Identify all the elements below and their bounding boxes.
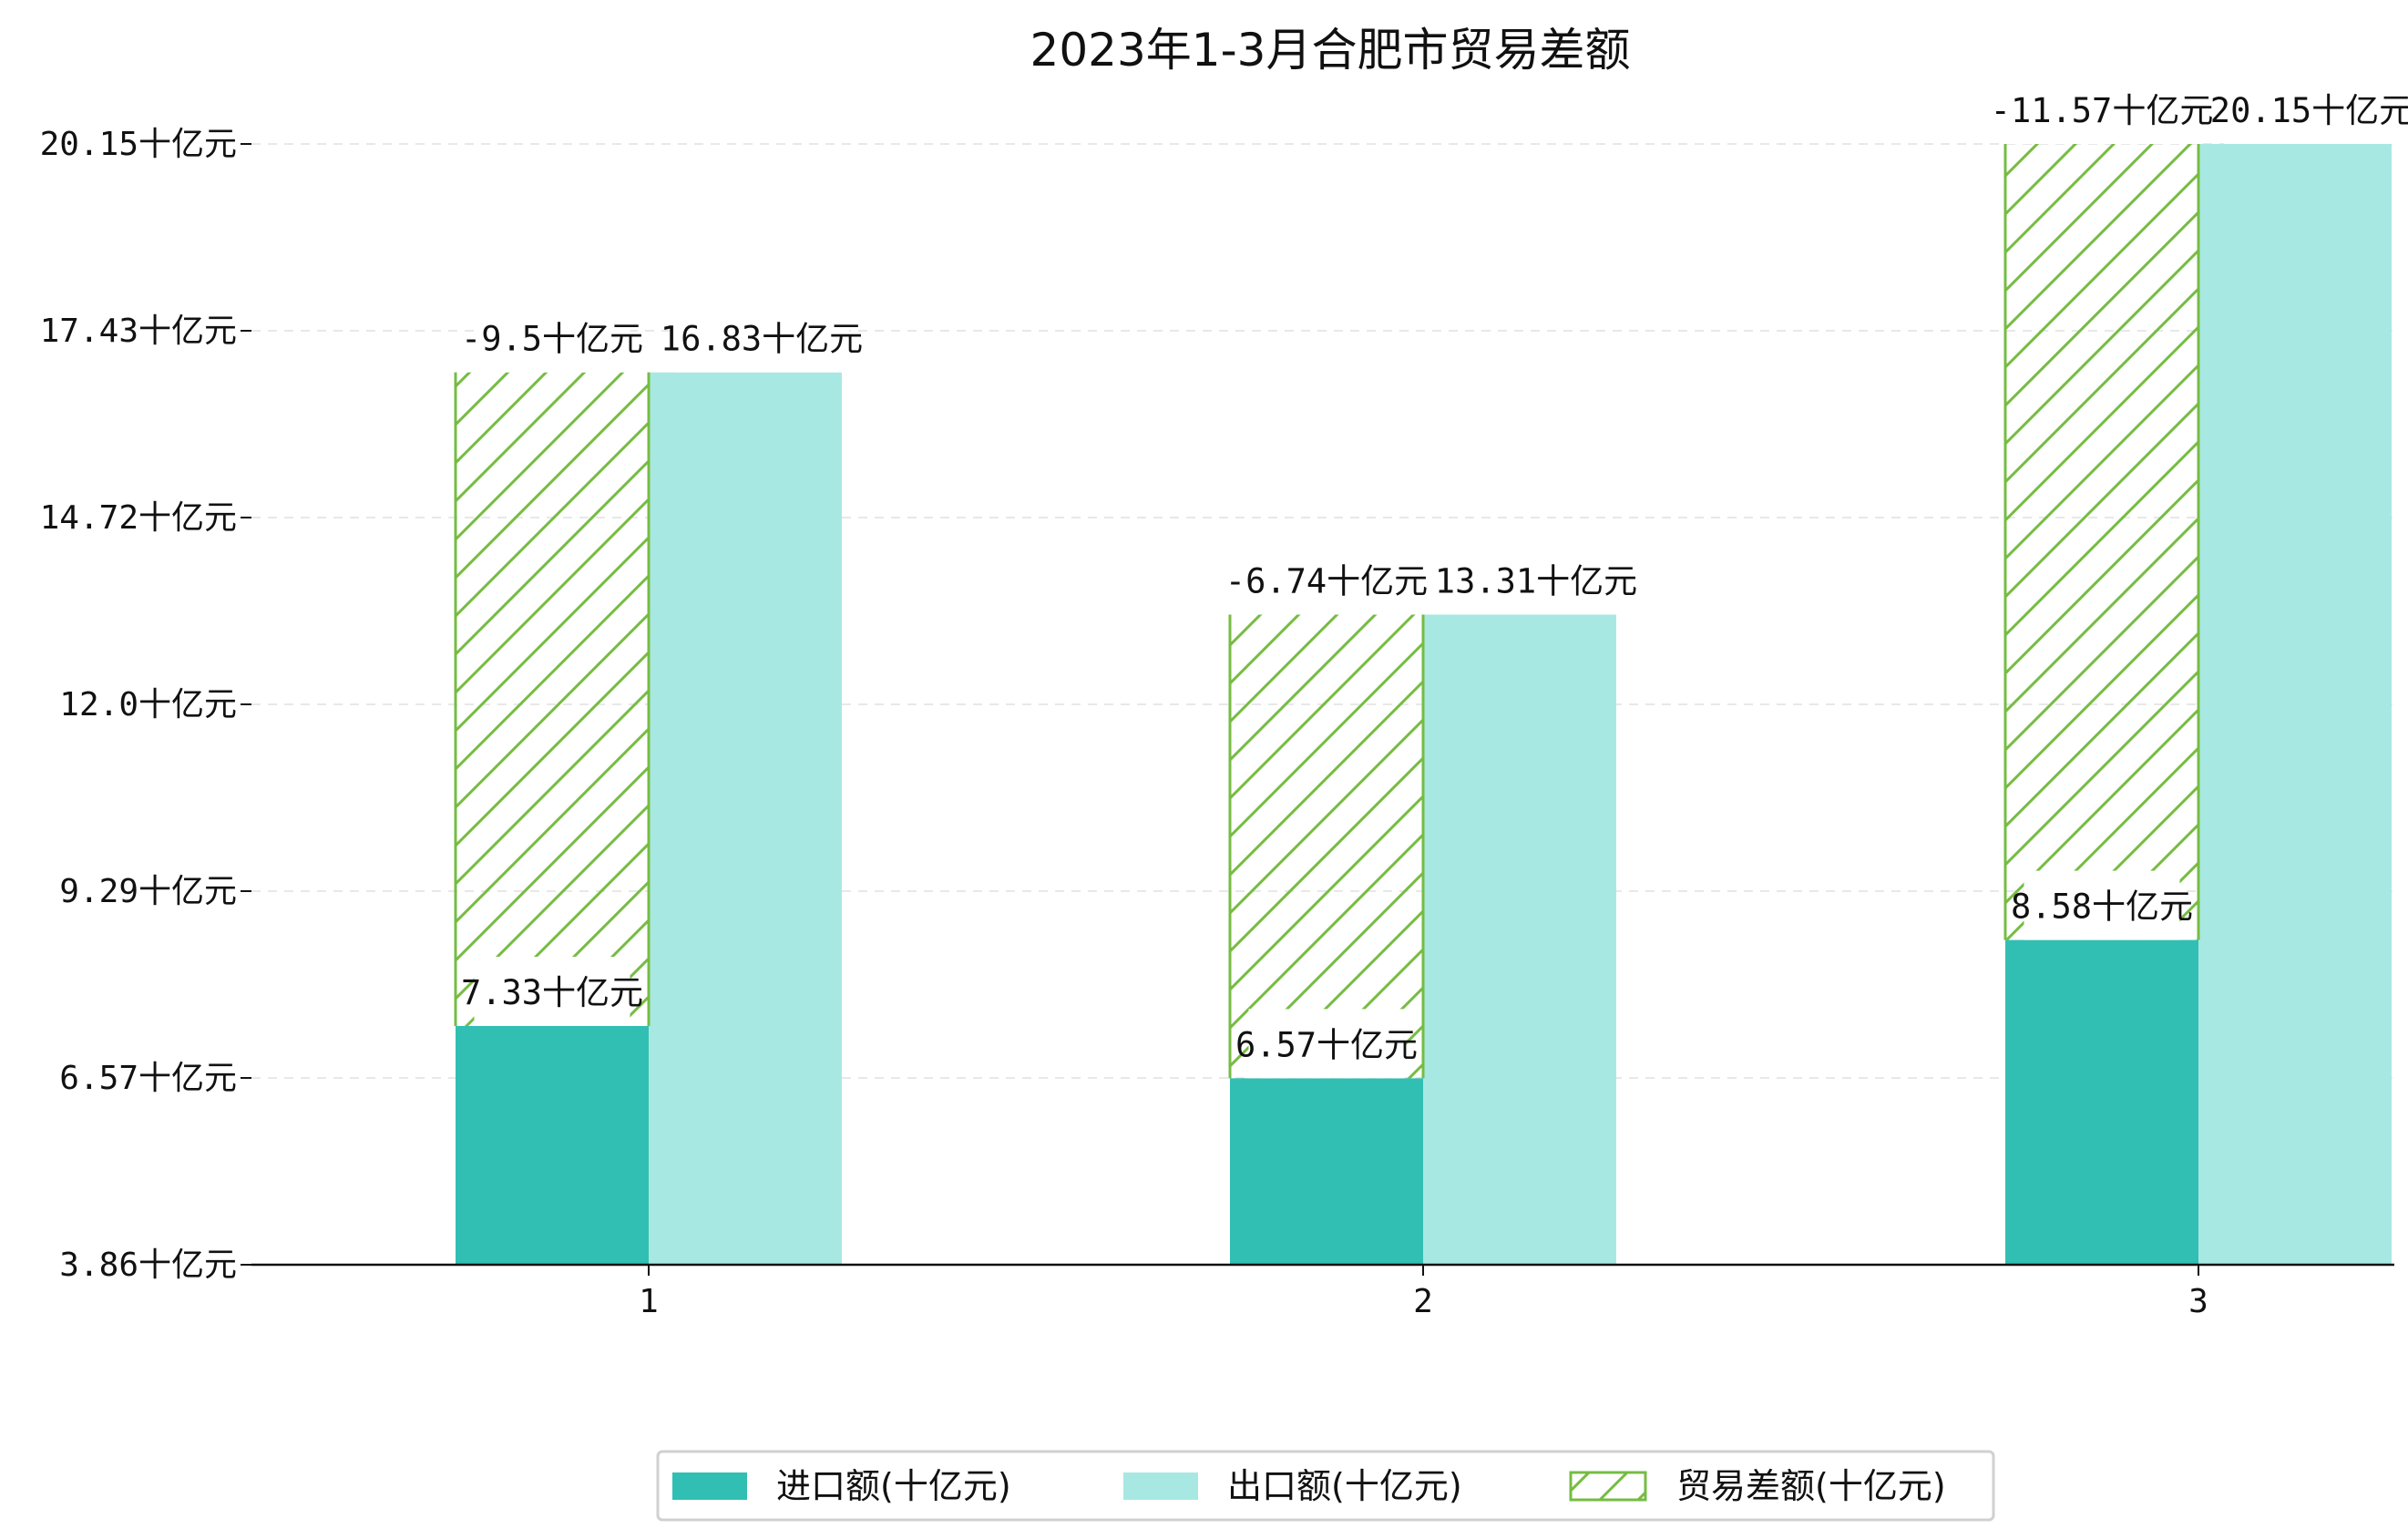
export-bar: [1423, 614, 1616, 1265]
y-tick-label: 6.57十亿元: [59, 1060, 237, 1097]
import-bar: [1230, 1078, 1423, 1265]
balance-value-label-bg: [2004, 75, 2199, 144]
legend-label-export: 出口额(十亿元): [1227, 1466, 1462, 1506]
y-tick-label: 9.29十亿元: [59, 873, 237, 910]
balance-value-label: -6.74十亿元: [1225, 561, 1428, 600]
import-bar: [456, 1025, 649, 1265]
y-tick-label: 12.0十亿元: [59, 686, 237, 723]
legend-frame: [656, 1450, 1995, 1522]
legend-label-balance: 贸易差额(十亿元): [1676, 1466, 1946, 1506]
legend-swatch-balance: [1569, 1471, 1647, 1502]
export-value-label: 20.15十亿元: [2210, 91, 2408, 130]
export-value-label-bg: [674, 303, 849, 373]
balance-bar: [1230, 614, 1423, 1079]
x-tick-label: 1: [639, 1283, 659, 1320]
import-value-label: 7.33十亿元: [461, 973, 643, 1012]
x-tick-label: 3: [2188, 1283, 2208, 1320]
import-value-label: 8.58十亿元: [2011, 887, 2193, 927]
import-value-label-bg: [1248, 1009, 1405, 1079]
legend-swatch-import: [672, 1472, 747, 1500]
balance-value-label-bg: [1239, 545, 1414, 615]
chart-title: 2023年1-3月合肥市贸易差额: [1030, 24, 1631, 77]
data-labels: 16.83十亿元 -9.5十亿元 7.33十亿元 13.31十亿元-6.74十亿元 6.…: [461, 75, 2408, 1079]
balance-bar: [456, 372, 649, 1026]
export-value-label: 16.83十亿元: [661, 320, 863, 359]
y-tick-label: 20.15十亿元: [40, 126, 237, 163]
y-tick-label: 17.43十亿元: [40, 313, 237, 350]
legend-label-import: 进口额(十亿元): [776, 1466, 1011, 1506]
balance-bar: [2005, 144, 2198, 940]
export-bar: [2198, 144, 2392, 1265]
export-value-label-bg: [2224, 75, 2399, 144]
y-tick-label: 3.86十亿元: [59, 1247, 237, 1284]
export-value-label: 13.31十亿元: [1435, 561, 1637, 600]
legend-swatch-export: [1123, 1472, 1198, 1500]
legend: 进口额(十亿元) 出口额(十亿元) 贸易差额(十亿元): [656, 1450, 1995, 1522]
import-value-label-bg: [2024, 870, 2180, 940]
balance-value-label-bg: [474, 303, 630, 373]
y-tick-label: 14.72十亿元: [40, 499, 237, 537]
import-bar: [2005, 939, 2198, 1265]
balance-value-label: -11.57十亿元: [1991, 91, 2214, 130]
export-value-label-bg: [1449, 545, 1624, 615]
x-axis: 1 2 3: [251, 1263, 2394, 1320]
x-tick-label: 2: [1413, 1283, 1433, 1320]
bars: [454, 144, 2392, 1265]
y-axis: 3.86十亿元 6.57十亿元 9.29十亿元 12.0十亿元 14.72十亿元 17.4…: [40, 126, 251, 1284]
import-value-label-bg: [474, 956, 630, 1026]
balance-value-label: -9.5十亿元: [461, 320, 643, 359]
export-bar: [649, 372, 842, 1265]
import-value-label: 6.57十亿元: [1235, 1025, 1418, 1064]
